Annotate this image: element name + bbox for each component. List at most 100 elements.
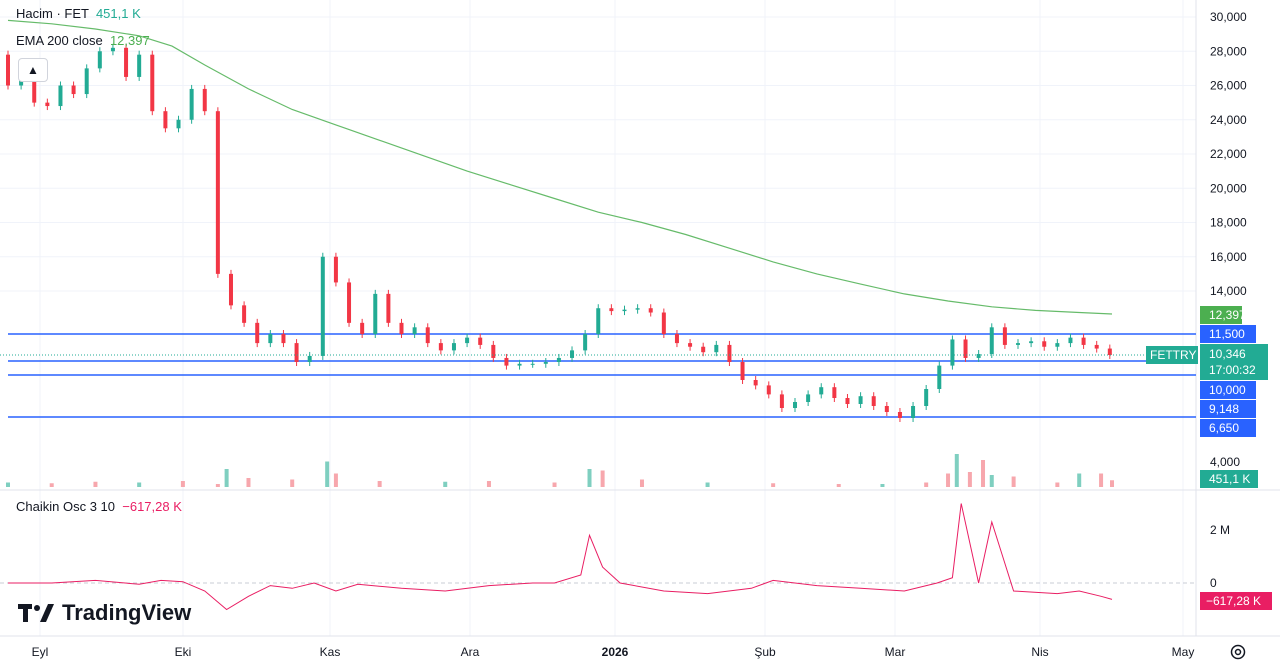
candle-body (1055, 343, 1060, 347)
candle-body (1042, 341, 1047, 347)
candle-body (727, 344, 732, 362)
candle-body (268, 334, 273, 344)
volume-bar (6, 482, 10, 487)
volume-bar (180, 481, 185, 487)
candle-body (1015, 343, 1020, 345)
candle-body (255, 322, 260, 344)
candle-body (71, 85, 76, 95)
price-level-lines[interactable] (8, 333, 1196, 418)
candle-body (45, 102, 50, 107)
osc-badge-text: −617,28 K (1206, 594, 1261, 608)
level-badge-10000-text: 10,000 (1209, 383, 1246, 397)
osc-legend-value: −617,28 K (122, 499, 182, 514)
candle-body (399, 322, 404, 334)
candle-body (911, 406, 916, 418)
volume-bar (1077, 473, 1082, 487)
time-axis[interactable]: Eyl Eki Kas Ara 2026 Şub Mar Nis May (32, 645, 1195, 659)
level-badge-9148: 9,148 (1200, 400, 1256, 418)
time-axis-label: Nis (1031, 645, 1048, 659)
candle-body (150, 54, 155, 112)
volume-bar (552, 482, 557, 487)
osc-axis-tick-2m: 2 M (1210, 523, 1230, 537)
candle-body (451, 343, 456, 351)
volume-bar (836, 484, 841, 487)
ema-legend-label: EMA 200 close (16, 33, 103, 48)
osc-legend-params: 3 10 (89, 499, 116, 514)
price-tick-label: 14,000 (1210, 284, 1247, 298)
candle-body (32, 76, 37, 103)
candle-body (425, 327, 430, 344)
level-badge-6650: 6,650 (1200, 419, 1256, 437)
candle-body (674, 334, 679, 344)
volume-bar (981, 460, 986, 487)
time-axis-label: Mar (885, 645, 906, 659)
candle-body (163, 111, 168, 129)
candle-body (97, 51, 102, 69)
volume-bar (771, 483, 776, 487)
candle-body (84, 68, 89, 95)
level-badge-10000: 10,000 (1200, 381, 1256, 399)
ema-legend[interactable]: EMA 200 close 12,397 (16, 33, 150, 48)
candle-body (373, 293, 378, 334)
volume-badge-text: 451,1 K (1209, 472, 1250, 486)
candle-body (228, 273, 233, 306)
collapse-legend-button[interactable]: ▲ (18, 58, 48, 82)
candle-body (294, 343, 299, 362)
price-tick-label: 22,000 (1210, 147, 1247, 161)
volume-bar (224, 469, 229, 487)
candle-body (845, 398, 850, 404)
candle-body (307, 355, 312, 362)
volume-bar (954, 454, 959, 487)
volume-bar (290, 479, 295, 487)
volume-legend-value: 451,1 K (95, 6, 141, 21)
candle-body (570, 350, 575, 358)
volume-bar (137, 482, 142, 487)
candle-body (517, 363, 522, 366)
candle-body (897, 412, 902, 418)
tradingview-logo[interactable]: TradingView (18, 600, 191, 626)
chaikin-osc-line (8, 503, 1113, 611)
osc-legend[interactable]: Chaikin Osc 3 10 −617,28 K (16, 499, 182, 514)
candle-body (832, 387, 837, 398)
volume-axis-tick: 4,000 (1210, 455, 1240, 469)
time-axis-label: Eyl (32, 645, 49, 659)
candle-body (701, 346, 706, 353)
price-axis[interactable]: 30,000 28,000 26,000 24,000 22,000 20,000 18,0… (1210, 10, 1247, 298)
last-price-badge: 10,346 17:00:32 (1200, 344, 1268, 380)
volume-legend[interactable]: Hacim · FET 451,1 K (16, 6, 141, 21)
candle-body (1029, 341, 1034, 344)
volume-bar (600, 470, 605, 487)
volume-bar (215, 484, 220, 487)
candle-body (465, 337, 470, 344)
price-tick-label: 18,000 (1210, 216, 1247, 230)
last-price-text: 10,346 (1209, 347, 1246, 361)
symbol-badge: FETTRY (1146, 346, 1198, 364)
candle-body (110, 47, 115, 52)
candle-body (976, 354, 981, 358)
candle-body (1002, 327, 1007, 345)
ema-legend-value: 12,397 (109, 33, 150, 48)
candle-body (688, 343, 693, 347)
candle-body (202, 88, 207, 112)
candle-body (1068, 337, 1073, 344)
volume-bar (946, 473, 951, 487)
candle-body (963, 339, 968, 358)
candle-body (1094, 344, 1099, 349)
candle-body (596, 308, 601, 334)
volume-bar (49, 483, 54, 487)
candle-body (753, 380, 758, 386)
candle-body (124, 47, 129, 77)
osc-axis-tick-0: 0 (1210, 576, 1217, 590)
price-tick-label: 28,000 (1210, 44, 1247, 58)
candle-body (1107, 348, 1112, 355)
volume-bar (924, 482, 929, 487)
ema-badge-text: 12,397 (1209, 308, 1246, 322)
candle-body (661, 312, 666, 334)
volume-bar (443, 481, 448, 487)
candle-body (937, 365, 942, 389)
level-badge-11500: 11,500 (1200, 325, 1256, 343)
gear-icon[interactable] (1229, 643, 1247, 661)
candlesticks (6, 43, 1112, 422)
volume-bar (639, 479, 644, 487)
